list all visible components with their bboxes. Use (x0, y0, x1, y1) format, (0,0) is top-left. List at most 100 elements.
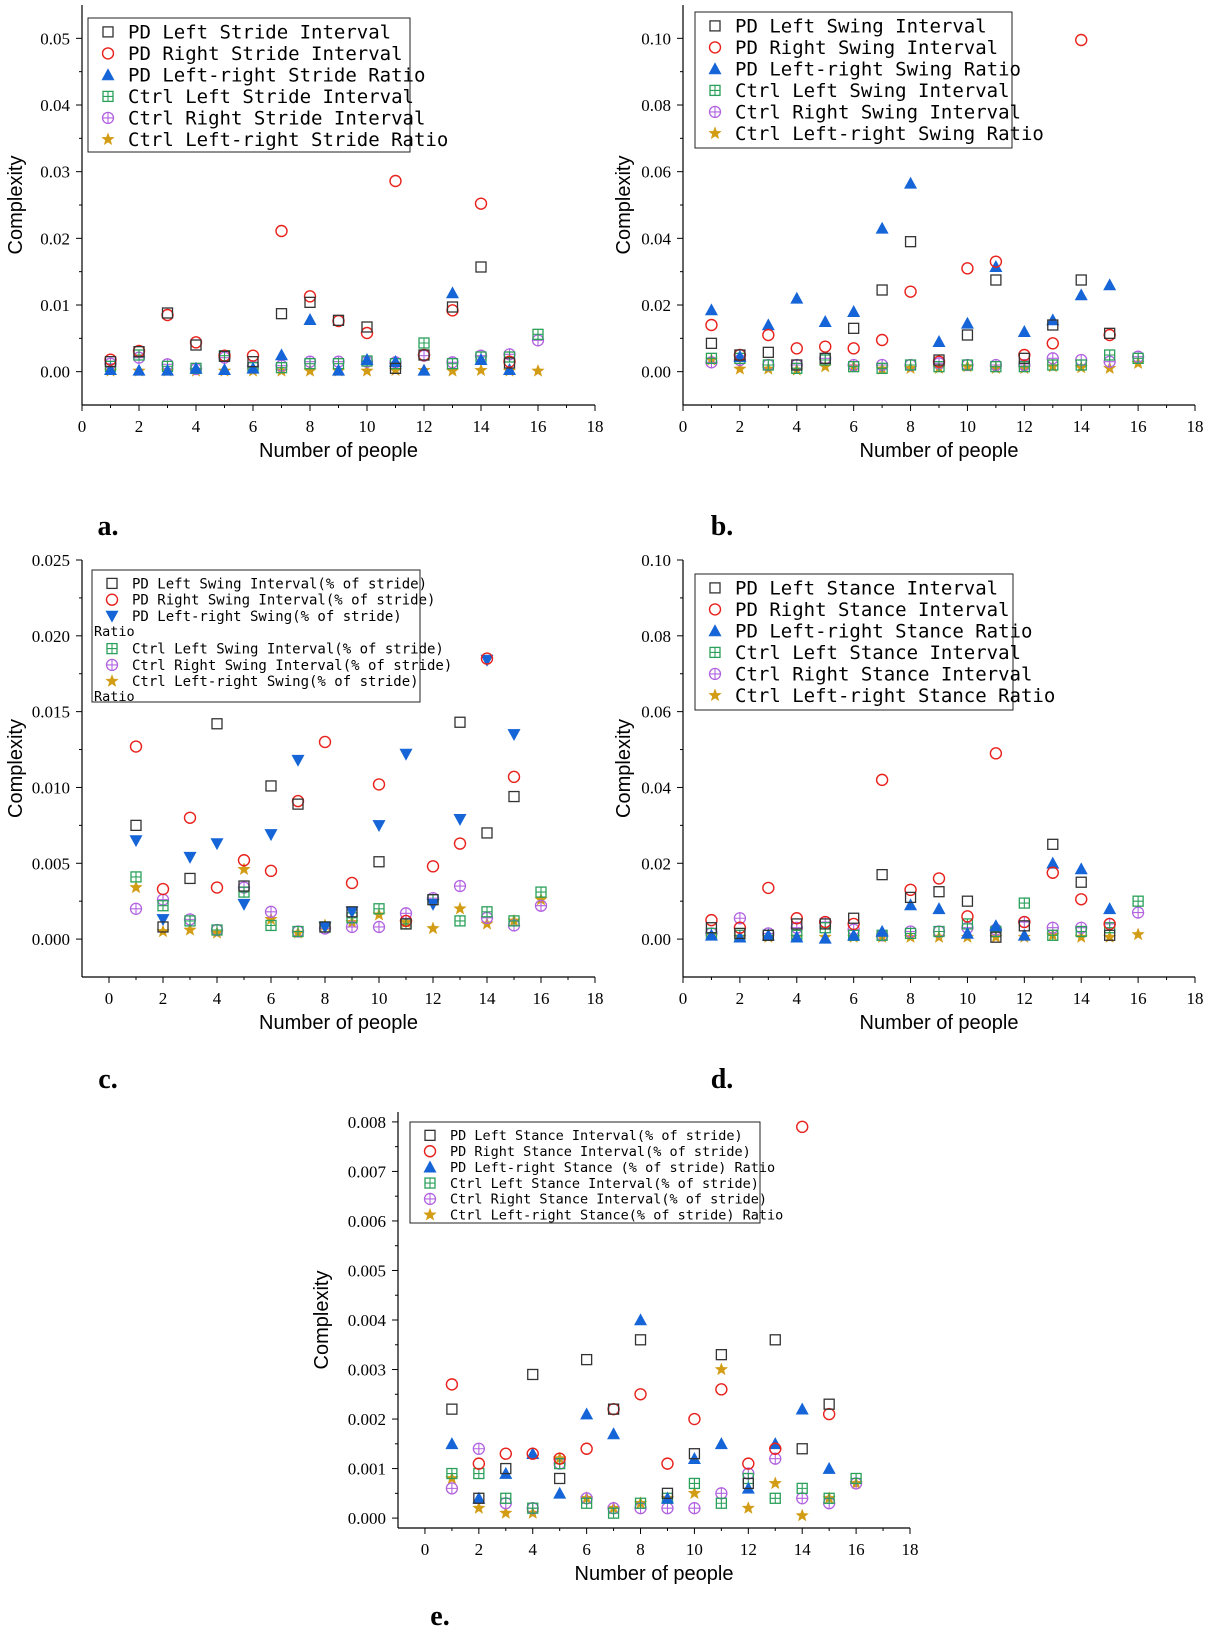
legend-marker (708, 688, 722, 702)
data-point (291, 754, 305, 767)
legend-entry: Ctrl Left-right Stride Ratio (128, 129, 448, 151)
data-point (210, 881, 224, 894)
y-axis-label: Complexity (5, 719, 27, 818)
y-tick-label: 0.10 (641, 29, 671, 48)
data-point (445, 1437, 459, 1450)
x-tick-label: 6 (582, 1540, 591, 1559)
data-point (796, 1443, 808, 1455)
y-axis-label: Complexity (5, 156, 27, 255)
legend-entry: PD Left-right Swing Ratio (735, 59, 1021, 81)
series-6 (129, 862, 548, 939)
data-point (183, 922, 197, 936)
data-point (218, 350, 231, 362)
y-tick-label: 0.00 (641, 930, 671, 949)
y-tick-label: 0.08 (641, 627, 671, 646)
series-1 (705, 236, 1116, 371)
data-point (446, 301, 459, 313)
data-point (1131, 906, 1145, 919)
y-tick-label: 0.000 (32, 930, 70, 949)
y-tick-label: 0.025 (32, 551, 70, 570)
x-tick-label: 0 (679, 989, 688, 1008)
legend-marker (708, 62, 722, 75)
y-tick-label: 0.000 (348, 1509, 386, 1528)
data-point (733, 921, 747, 934)
data-point (372, 778, 386, 791)
data-point (453, 901, 467, 915)
data-point (762, 929, 774, 941)
legend-entry: Ctrl Left-right Stance(% of stride) Rati… (450, 1208, 783, 1224)
legend-marker (709, 582, 721, 594)
x-tick-label: 10 (686, 1540, 703, 1559)
data-point (796, 1120, 809, 1134)
data-point (1046, 337, 1059, 350)
data-point (160, 363, 175, 376)
data-point (388, 355, 403, 367)
data-point (714, 1437, 728, 1450)
data-point (346, 906, 358, 918)
legend-marker (708, 126, 722, 140)
data-point (446, 1467, 458, 1480)
data-point (400, 918, 412, 930)
data-point (580, 1497, 593, 1509)
legend-entry: PD Right Swing Interval(% of stride) (132, 593, 435, 609)
panel-label: c. (98, 1064, 117, 1095)
data-point (360, 353, 374, 365)
data-point (961, 910, 974, 923)
legend-entry: PD Left Swing Interval(% of stride) (132, 576, 427, 592)
data-point (768, 1476, 782, 1490)
series-4 (130, 871, 547, 938)
data-point (246, 361, 260, 374)
legend-marker (423, 1145, 437, 1158)
data-point (819, 352, 831, 364)
data-point (454, 716, 466, 728)
series-2 (104, 174, 516, 368)
data-point (715, 1487, 728, 1500)
data-point (847, 305, 861, 317)
data-point (319, 921, 331, 933)
data-point (132, 363, 146, 376)
legend-entry: PD Left-right Stance (% of stride) Ratio (450, 1160, 775, 1176)
data-point (446, 304, 459, 317)
data-point (318, 735, 332, 749)
x-tick-label: 0 (105, 989, 114, 1008)
data-point (345, 876, 359, 890)
data-point (372, 820, 386, 832)
data-point (1047, 319, 1059, 331)
legend-box (87, 17, 411, 153)
data-point (933, 925, 945, 938)
data-point (500, 1492, 512, 1504)
y-tick-label: 0.03 (40, 163, 70, 182)
legend-box (694, 573, 1014, 711)
panel-d-chart: 0 2 4 6 8 10 12 14 16 18 0.00 0.02 0.04 0.06 0.08 0.10 N… (613, 551, 1204, 1095)
data-point (534, 899, 548, 912)
legend-marker (708, 603, 722, 616)
data-point (291, 794, 305, 808)
legend-entry: Ctrl Left Stance Interval (735, 642, 1021, 664)
data-point (847, 917, 860, 931)
data-point (418, 337, 430, 349)
data-point (1131, 927, 1145, 941)
data-point (1104, 327, 1116, 339)
data-point (790, 291, 804, 304)
data-point (580, 1407, 594, 1420)
data-point (1046, 866, 1059, 879)
data-point (189, 361, 203, 374)
data-point (687, 1486, 702, 1500)
data-point (532, 328, 544, 340)
data-point (133, 346, 145, 358)
series-3 (445, 1313, 836, 1504)
data-point (822, 1407, 836, 1421)
data-point (500, 1462, 512, 1475)
data-point (1132, 895, 1144, 907)
data-point (446, 358, 459, 370)
data-point (791, 359, 803, 371)
legend-entry: PD Left-right Stance Ratio (735, 621, 1032, 643)
x-tick-label: 18 (902, 1540, 919, 1559)
data-point (499, 1447, 512, 1460)
legend-marker (423, 1192, 437, 1206)
data-point (499, 1506, 513, 1519)
data-point (507, 729, 521, 742)
data-point (734, 349, 746, 361)
